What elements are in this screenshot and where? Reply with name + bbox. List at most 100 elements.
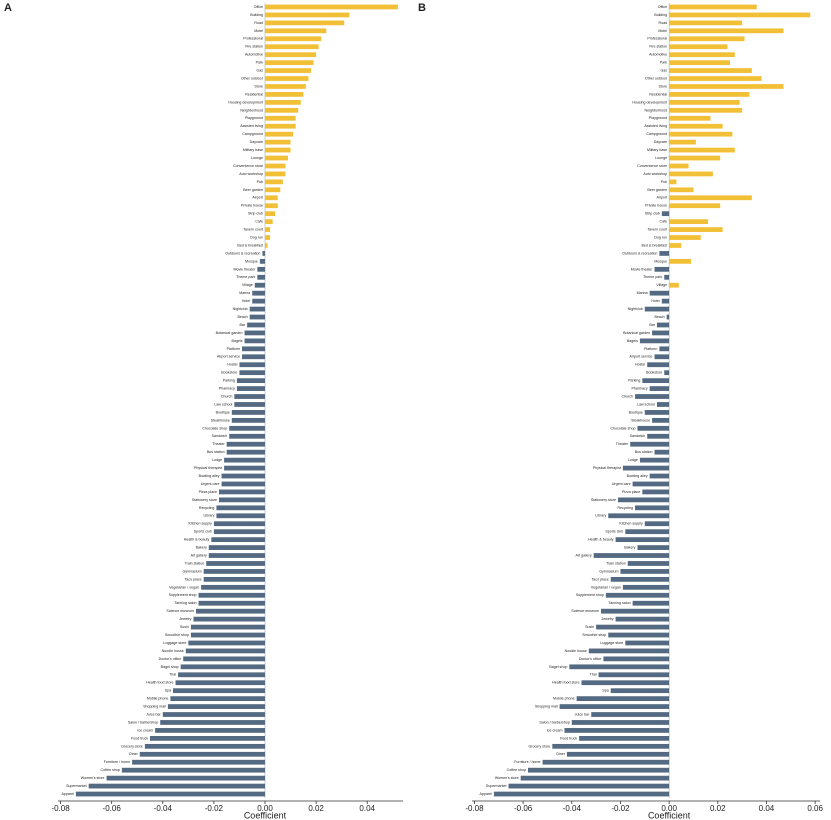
bar (669, 258, 692, 264)
category-label: Gas (256, 69, 263, 73)
bar (661, 211, 670, 217)
category-label: Residential (245, 92, 263, 96)
category-label: Taco place (592, 577, 609, 581)
category-label: Movie theater (234, 267, 257, 271)
bar (265, 99, 301, 105)
bar (219, 489, 265, 495)
x-tick-label: -0.08 (51, 804, 70, 813)
category-label: Motel (254, 29, 263, 33)
category-label: Gymnasium (599, 569, 618, 573)
bar (593, 553, 670, 558)
category-label: Private house (645, 204, 667, 208)
bar (664, 274, 670, 280)
bar (226, 449, 265, 455)
bar (265, 163, 286, 169)
category-label: Sandwich (212, 434, 228, 438)
bar (669, 131, 733, 137)
bar (193, 616, 265, 622)
bar (265, 36, 322, 42)
bar (622, 584, 670, 590)
bar (669, 44, 728, 50)
category-label: Bagel shop (161, 665, 179, 669)
category-label: Pizza place (199, 490, 217, 494)
category-label: Train station (185, 561, 205, 565)
bar (265, 227, 271, 232)
category-label: Art gallery (191, 553, 207, 557)
bar (669, 243, 682, 248)
bar (644, 410, 670, 415)
category-label: Vegetarian / vegan (591, 585, 621, 589)
bar (265, 115, 296, 121)
bar (234, 402, 265, 407)
category-label: Other outdoor (241, 76, 264, 80)
bar (173, 688, 265, 694)
bar (265, 243, 268, 248)
bar (652, 417, 670, 423)
bar (669, 28, 784, 34)
bar (221, 481, 265, 487)
bar (234, 394, 265, 399)
bar (244, 338, 265, 344)
category-label: Military base (647, 148, 667, 152)
category-label: Supermarket (66, 784, 87, 788)
category-label: Chocolate shop (202, 426, 227, 430)
category-label: Movie theater (631, 267, 654, 271)
bar (242, 346, 265, 352)
x-tick-label: 0.00 (661, 804, 677, 813)
bar (265, 179, 283, 185)
category-label: Village (242, 283, 253, 287)
bar (265, 147, 291, 153)
category-label: Playground (649, 116, 667, 120)
bar (669, 187, 694, 193)
bar (669, 203, 721, 209)
bar (600, 608, 670, 614)
bar (632, 600, 670, 606)
category-label: Beer garden (243, 188, 263, 192)
category-label: Housing development (632, 100, 667, 104)
bar (581, 680, 670, 686)
category-label: Botanical garden (623, 331, 650, 335)
category-label: Grocery store (121, 744, 143, 748)
category-label: Church (621, 394, 633, 398)
bar (669, 179, 677, 185)
bar (247, 322, 265, 328)
bar (178, 672, 265, 678)
bar (249, 306, 265, 312)
category-label: Neighborhood (240, 108, 263, 112)
x-tick-label: -0.02 (205, 804, 224, 813)
x-tick-label: -0.06 (514, 804, 533, 813)
category-label: Diner (556, 752, 565, 756)
category-label: Coffee shop (507, 768, 526, 772)
bar (75, 791, 265, 797)
category-label: Train station (606, 561, 626, 565)
bar (265, 4, 398, 10)
category-label: Bus station (207, 450, 225, 454)
bar (265, 131, 294, 137)
category-label: Furniture / home (104, 760, 130, 764)
category-label: Tavern court (647, 228, 667, 232)
category-label: Nightclub (233, 307, 248, 311)
category-label: Bookstore (646, 371, 662, 375)
bar (493, 791, 670, 797)
bar (552, 743, 670, 749)
category-label: Hostel (227, 363, 237, 367)
bar (190, 632, 265, 638)
category-label: Lounge (251, 156, 263, 160)
bar (637, 545, 670, 550)
category-label: Military base (243, 148, 263, 152)
bar (265, 187, 281, 193)
bar (265, 235, 271, 240)
bar (620, 569, 670, 574)
category-label: Beach (237, 315, 247, 319)
category-label: Theme park (643, 275, 662, 279)
bar (231, 410, 265, 415)
category-label: Stationery store (591, 498, 616, 502)
category-label: Lounge (655, 156, 667, 160)
bar (254, 282, 265, 288)
bar (242, 354, 265, 360)
category-label: Mobile phone (147, 697, 169, 701)
bar (203, 569, 265, 574)
category-label: Pub (661, 180, 667, 184)
category-label: Auto workshop (239, 172, 263, 176)
bar (625, 640, 670, 646)
